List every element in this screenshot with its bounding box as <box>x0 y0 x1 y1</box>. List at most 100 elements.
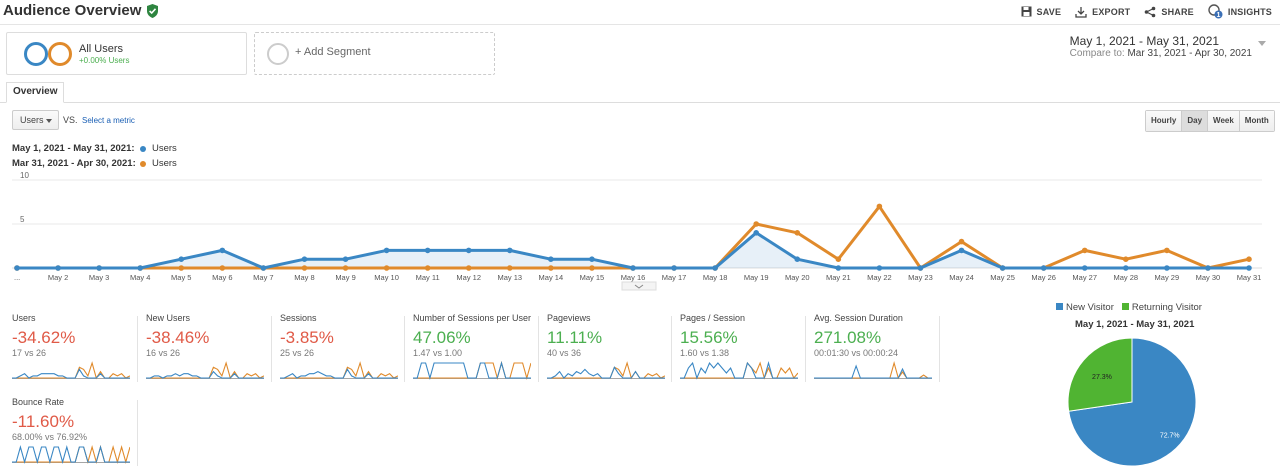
add-segment-button[interactable]: + Add Segment <box>254 32 495 75</box>
point-current[interactable] <box>178 256 185 262</box>
point-current[interactable] <box>712 265 718 271</box>
x-tick-label: May 6 <box>212 273 232 282</box>
tab-bar: Overview <box>0 82 1280 103</box>
scorecard-sessions[interactable]: Sessions -3.85% 25 vs 26 <box>280 313 410 383</box>
point-current[interactable] <box>1164 265 1170 271</box>
scorecard-bounce-rate[interactable]: Bounce Rate -11.60% 68.00% vs 76.92% <box>12 397 142 467</box>
sparkline-previous <box>547 361 665 380</box>
point-current[interactable] <box>507 247 513 254</box>
tab-overview[interactable]: Overview <box>6 82 65 103</box>
point-current[interactable] <box>260 265 267 271</box>
point-previous[interactable] <box>424 265 431 271</box>
metric-dropdown[interactable]: Users <box>12 110 59 130</box>
point-current[interactable] <box>1246 265 1252 271</box>
scorecard-new-users[interactable]: New Users -38.46% 16 vs 26 <box>146 313 276 383</box>
point-current[interactable] <box>55 265 61 271</box>
point-current[interactable] <box>1205 265 1211 271</box>
scorecard-sparkline <box>12 361 130 380</box>
granularity-month[interactable]: Month <box>1239 111 1274 131</box>
scorecard-pages-session[interactable]: Pages / Session 15.56% 1.60 vs 1.38 <box>680 313 810 383</box>
segment-circles-icon <box>24 42 72 66</box>
pie-title: May 1, 2021 - May 31, 2021 <box>1075 319 1195 330</box>
sparkline-previous <box>12 361 130 380</box>
all-users-segment[interactable]: All Users +0.00% Users <box>6 32 247 75</box>
granularity-week[interactable]: Week <box>1208 111 1240 131</box>
scorecard-sparkline <box>146 361 264 380</box>
point-current[interactable] <box>794 256 801 262</box>
select-metric-link[interactable]: Select a metric <box>82 116 135 125</box>
granularity-day[interactable]: Day <box>1182 111 1209 131</box>
point-previous[interactable] <box>753 221 759 227</box>
point-previous[interactable] <box>958 238 965 245</box>
x-tick-label: May 7 <box>253 273 273 282</box>
point-previous[interactable] <box>548 265 554 271</box>
point-current[interactable] <box>671 265 677 271</box>
point-current[interactable] <box>1081 265 1088 271</box>
scorecard-value: -34.62% <box>12 328 76 347</box>
x-tick-label: May 3 <box>89 273 109 282</box>
scorecard-number-of-sessions-per-user[interactable]: Number of Sessions per User 47.06% 1.47 vs… <box>413 313 543 383</box>
date-range-caret-icon[interactable] <box>1258 41 1266 46</box>
legend-current-metric: Users <box>152 143 177 154</box>
point-previous[interactable] <box>1123 256 1129 262</box>
point-current[interactable] <box>589 256 595 262</box>
granularity-hourly[interactable]: Hourly <box>1146 111 1183 131</box>
point-previous[interactable] <box>219 265 226 271</box>
point-current[interactable] <box>753 230 759 236</box>
scorecard-value: -3.85% <box>280 328 334 347</box>
pie-slice-label: 72.7% <box>1160 433 1180 440</box>
point-current[interactable] <box>630 265 636 271</box>
point-current[interactable] <box>835 265 842 271</box>
point-previous[interactable] <box>1164 247 1170 254</box>
chart-collapse-handle[interactable] <box>621 281 657 291</box>
point-current[interactable] <box>301 256 308 262</box>
point-current[interactable] <box>465 247 472 254</box>
point-previous[interactable] <box>1081 247 1088 254</box>
point-current[interactable] <box>958 247 965 254</box>
point-previous[interactable] <box>589 265 595 271</box>
insights-button[interactable]: 1 INSIGHTS <box>1208 4 1272 19</box>
scorecard-pageviews[interactable]: Pageviews 11.11% 40 vs 36 <box>547 313 677 383</box>
pie-slice-returning-visitor[interactable] <box>1067 337 1133 412</box>
point-previous[interactable] <box>794 230 801 236</box>
point-previous[interactable] <box>507 265 513 271</box>
point-previous[interactable] <box>1246 256 1252 262</box>
point-current[interactable] <box>14 265 20 271</box>
scorecard-users[interactable]: Users -34.62% 17 vs 26 <box>12 313 142 383</box>
point-current[interactable] <box>137 265 143 271</box>
point-current[interactable] <box>96 265 102 271</box>
point-current[interactable] <box>917 265 924 271</box>
x-tick-label: May 31 <box>1237 273 1262 282</box>
point-previous[interactable] <box>465 265 472 271</box>
scorecard-label: Bounce Rate <box>12 397 65 407</box>
point-previous[interactable] <box>178 265 185 271</box>
scorecard-comparison: 68.00% vs 76.92% <box>12 432 88 442</box>
export-button[interactable]: EXPORT <box>1075 6 1130 18</box>
legend-current-dot <box>140 145 146 152</box>
point-current[interactable] <box>342 256 349 262</box>
point-current[interactable] <box>548 256 554 262</box>
point-previous[interactable] <box>876 203 883 210</box>
point-previous[interactable] <box>383 265 390 271</box>
point-current[interactable] <box>219 247 226 254</box>
point-current[interactable] <box>1123 265 1129 271</box>
scorecard-value: 271.08% <box>814 328 882 347</box>
insights-badge: 1 <box>1216 12 1220 19</box>
point-current[interactable] <box>999 265 1006 271</box>
compare-range: Mar 31, 2021 - Apr 30, 2021 <box>1127 48 1252 59</box>
point-current[interactable] <box>383 247 390 254</box>
point-previous[interactable] <box>342 265 349 271</box>
point-current[interactable] <box>1040 265 1047 271</box>
save-icon <box>1021 6 1032 17</box>
y-tick-label: 5 <box>20 215 25 224</box>
share-button[interactable]: SHARE <box>1144 6 1194 18</box>
date-range-picker[interactable]: May 1, 2021 - May 31, 2021 Compare to: M… <box>1070 34 1252 59</box>
scorecard-avg-session-duration[interactable]: Avg. Session Duration 271.08% 00:01:30 vs … <box>814 313 944 383</box>
point-previous[interactable] <box>301 265 308 271</box>
point-current[interactable] <box>424 247 431 254</box>
point-current[interactable] <box>876 265 883 271</box>
scorecard-sparkline <box>680 360 798 380</box>
point-previous[interactable] <box>835 256 842 262</box>
save-button[interactable]: SAVE <box>1021 6 1062 17</box>
page-title: Audience Overview <box>3 2 142 19</box>
